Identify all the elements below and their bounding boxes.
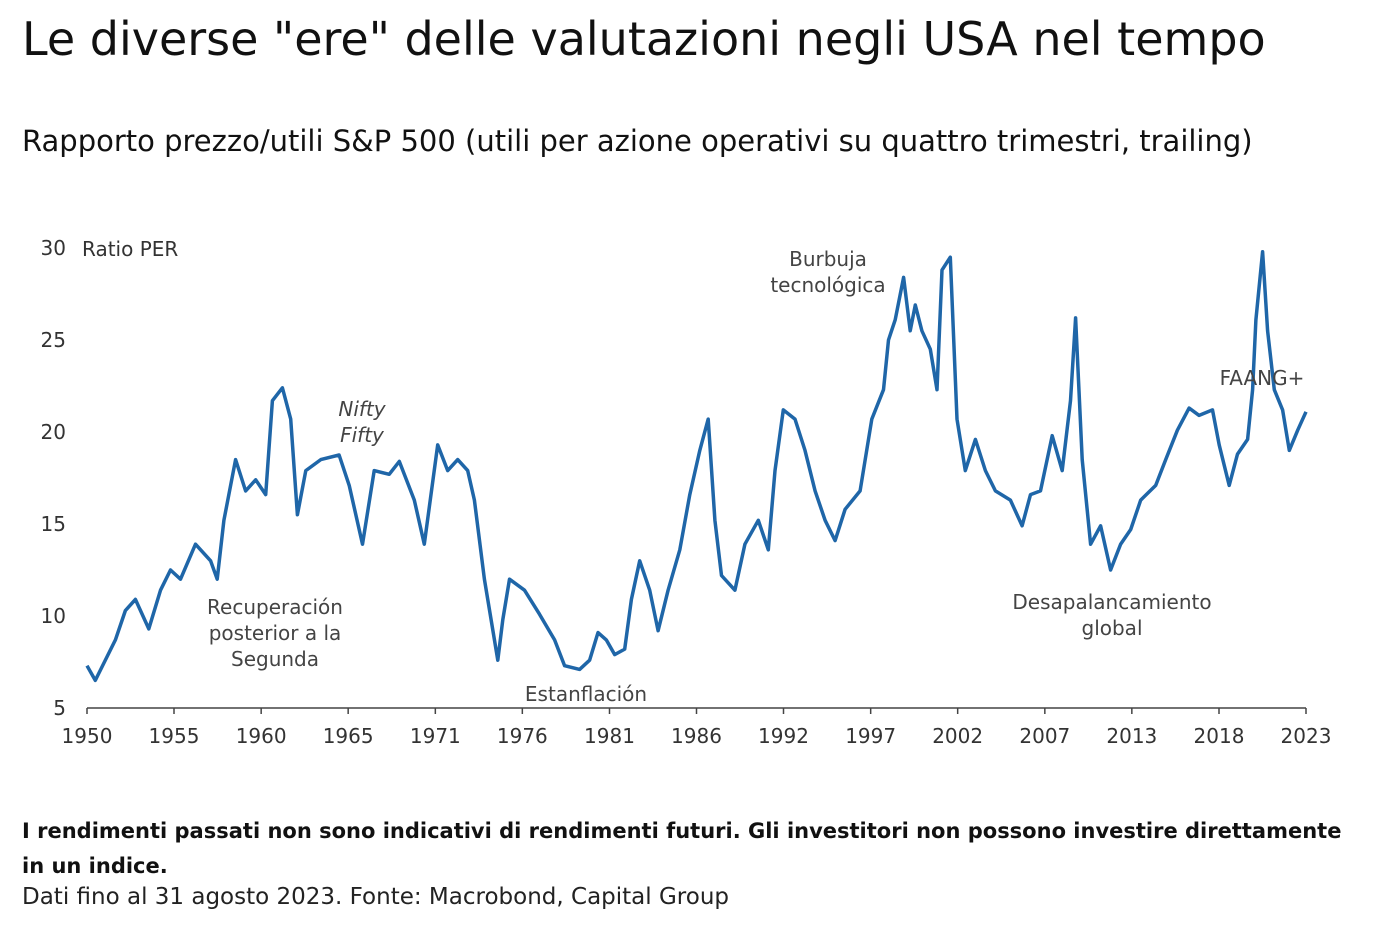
annotation: tecnológica bbox=[770, 273, 885, 297]
chart: 5 10 15 20 25 30 Ratio PER 1950 1955 1960 1965 1971… bbox=[41, 236, 1332, 748]
x-tick-label: 1955 bbox=[149, 724, 200, 748]
x-tick-label: 2013 bbox=[1106, 724, 1157, 748]
annotation: Segunda bbox=[231, 647, 319, 671]
x-tick-label: 2007 bbox=[1019, 724, 1070, 748]
line bbox=[85, 249, 1308, 683]
x-tick-label: 1976 bbox=[497, 724, 548, 748]
x-tick-label: 1992 bbox=[758, 724, 809, 748]
annotation: Fifty bbox=[340, 423, 385, 447]
annotation: Burbuja bbox=[789, 247, 867, 271]
source: Dati fino al 31 agosto 2023. Fonte: Macr… bbox=[22, 884, 729, 910]
title: Le diverse "ere" delle valutazioni negli… bbox=[22, 12, 1266, 66]
annotation: Recuperación bbox=[207, 595, 343, 619]
y-tick-label: 30 bbox=[41, 236, 66, 260]
y-tick-label: 15 bbox=[41, 512, 66, 536]
x-tick-label: 1965 bbox=[323, 724, 374, 748]
y-tick-label: 25 bbox=[41, 328, 66, 352]
annotation: posterior a la bbox=[209, 621, 342, 645]
annotation: FAANG+ bbox=[1220, 366, 1305, 390]
x-tick-label: 1960 bbox=[236, 724, 287, 748]
y-axis-label: Ratio PER bbox=[82, 237, 178, 261]
x-tick-label: 1950 bbox=[62, 724, 113, 748]
x-tick-label: 2023 bbox=[1281, 724, 1332, 748]
y-tick-label: 10 bbox=[41, 604, 66, 628]
y-tick-label: 20 bbox=[41, 420, 66, 444]
x-tick-label: 2018 bbox=[1194, 724, 1245, 748]
x-tick-label: 1971 bbox=[410, 724, 461, 748]
annotation: global bbox=[1082, 616, 1143, 640]
annotation: Desapalancamiento bbox=[1012, 590, 1211, 614]
footnote: I rendimenti passati non sono indicativi… bbox=[22, 819, 1342, 878]
x-tick-label: 1981 bbox=[584, 724, 635, 748]
subtitle: Rapporto prezzo/utili S&P 500 (utili per… bbox=[22, 124, 1253, 158]
annotation: Nifty bbox=[338, 397, 386, 421]
x-tick-label: 1997 bbox=[845, 724, 896, 748]
annotation: Estanflación bbox=[525, 682, 647, 706]
y-tick-label: 5 bbox=[53, 696, 66, 720]
x-tick-label: 2002 bbox=[932, 724, 983, 748]
x-tick-label: 1986 bbox=[671, 724, 722, 748]
